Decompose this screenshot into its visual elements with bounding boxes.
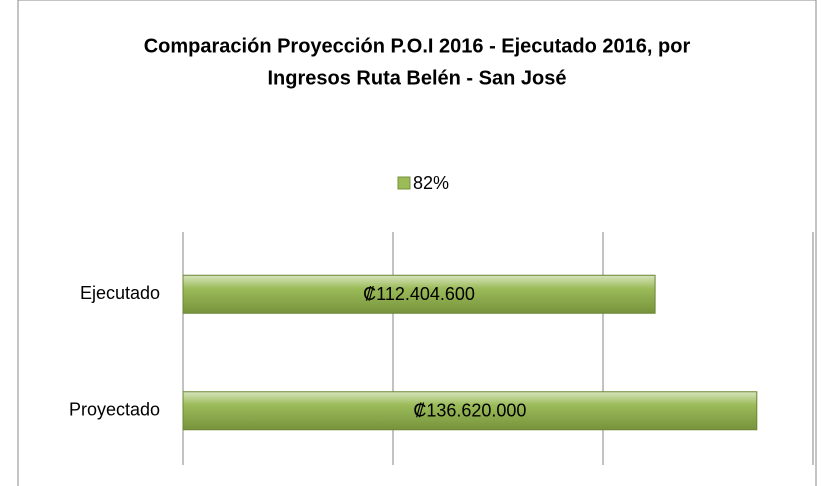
chart-frame [17,0,817,486]
bar [182,391,758,431]
bar [182,274,656,314]
value-label: ₡136.620.000 [413,401,526,421]
legend-label: 82% [413,173,449,193]
legend-swatch [397,176,411,190]
y-tick-label: Ejecutado [80,283,160,303]
chart-title: Comparación Proyección P.O.I 2016 - Ejec… [144,35,691,57]
y-tick-label: Proyectado [69,400,160,420]
value-label: ₡112.404.600 [363,284,475,304]
chart-title: Ingresos Ruta Belén - San José [268,67,567,89]
